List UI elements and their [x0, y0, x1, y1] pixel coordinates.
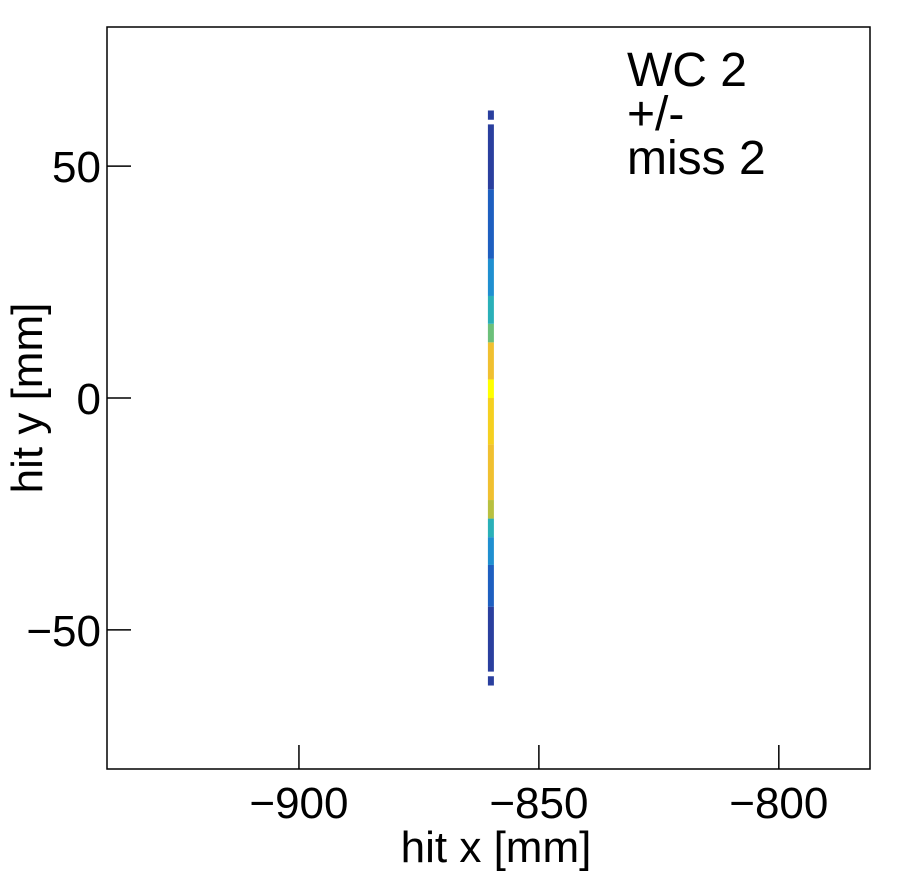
- y-tick-label: −50: [26, 607, 101, 656]
- y-tick-label: 50: [52, 143, 101, 192]
- x-tick-label: −900: [249, 779, 348, 828]
- heatmap-bin: [487, 323, 494, 343]
- y-axis-ticks: −50 0 50: [26, 143, 131, 656]
- heatmap-bin: [487, 110, 494, 120]
- y-axis-title: hit y [mm]: [3, 303, 52, 494]
- heatmap-bin: [487, 124, 494, 190]
- heatmap-bin: [487, 258, 494, 296]
- heatmap-bin: [487, 676, 494, 686]
- heatmap-bin: [487, 189, 494, 259]
- x-tick-label: −800: [729, 779, 828, 828]
- x-axis-title: hit x [mm]: [401, 823, 592, 872]
- annotation-line-2: +/-: [627, 88, 684, 141]
- heatmap-bin: [487, 398, 494, 445]
- heatmap-bin: [487, 379, 494, 398]
- y-tick-label: 0: [77, 375, 101, 424]
- heatmap-bin: [487, 342, 494, 380]
- heatmap-bin: [487, 564, 494, 607]
- heatmap-bin: [487, 537, 494, 565]
- heatmap-bin: [487, 295, 494, 324]
- heatmap-bin: [487, 444, 494, 501]
- x-axis-ticks: −900 −850 −800: [249, 745, 828, 828]
- annotation-line-3: miss 2: [627, 132, 766, 185]
- annotation-line-1: WC 2: [627, 44, 747, 97]
- heatmap-bins: [487, 110, 494, 686]
- x-tick-label: −850: [489, 779, 588, 828]
- heatmap-bin: [487, 606, 494, 672]
- heatmap-bin: [487, 518, 494, 538]
- heatmap-bin: [487, 500, 494, 519]
